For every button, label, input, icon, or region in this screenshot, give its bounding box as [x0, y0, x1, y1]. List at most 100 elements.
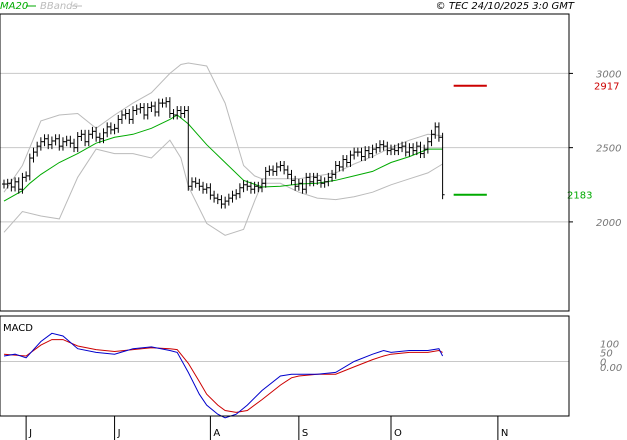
legend-bbands-label: BBands: [40, 1, 78, 12]
copyright-credit: © TEC 24/10/2025 3:0 GMT: [436, 1, 575, 12]
price-bar: [197, 178, 202, 191]
price-bar: [425, 137, 430, 154]
price-bar: [16, 177, 21, 194]
price-bar: [175, 106, 180, 120]
x-tick-label: S: [302, 428, 308, 439]
bbands-lower-line: [3, 139, 443, 236]
x-tick-label: J: [28, 428, 32, 439]
price-bar: [433, 122, 438, 139]
price-bar: [318, 175, 323, 188]
macd-title: MACD: [3, 323, 33, 334]
price-bar: [97, 132, 102, 144]
price-bar: [304, 172, 309, 194]
price-bar: [263, 166, 268, 188]
price-bar: [274, 162, 279, 176]
price-bar: [68, 135, 73, 148]
price-bar: [341, 155, 346, 172]
price-bar: [271, 165, 276, 176]
price-bar: [105, 122, 110, 138]
price-bar: [90, 126, 95, 139]
ma20-series-line: [3, 114, 443, 202]
price-bar: [333, 161, 338, 179]
price-bar: [322, 177, 327, 188]
price-bar: [212, 190, 217, 203]
price-bar: [13, 177, 18, 192]
price-bar: [160, 98, 165, 108]
macd-y-tick-label: 0.00: [600, 363, 622, 374]
price-bar: [138, 103, 143, 114]
price-bar: [241, 180, 246, 193]
price-bar: [422, 144, 427, 159]
price-bar: [46, 134, 51, 150]
price-bar: [330, 169, 335, 182]
price-bar: [49, 136, 54, 150]
legend-ma20-label: MA20: [0, 1, 28, 12]
price-bar: [167, 97, 172, 118]
price-bar: [42, 134, 47, 147]
price-bar: [418, 141, 423, 159]
resistance-level-label: 2917: [594, 82, 619, 93]
x-tick-label: J: [117, 428, 121, 439]
price-bar: [400, 141, 405, 153]
price-bar: [289, 169, 294, 185]
price-bar: [108, 122, 113, 135]
price-bar: [440, 132, 445, 200]
price-bar: [403, 141, 408, 157]
price-bar: [171, 109, 176, 120]
price-bar: [285, 165, 290, 179]
price-bar: [164, 97, 169, 108]
price-bar: [145, 103, 150, 120]
price-bar: [208, 183, 213, 200]
price-gridlines: [0, 72, 569, 223]
price-bar: [374, 143, 379, 154]
price-levels: 2917 2183: [453, 82, 619, 202]
price-bar: [149, 101, 154, 113]
price-bar: [186, 106, 191, 191]
x-tick-label: N: [501, 428, 508, 439]
price-bar: [436, 122, 441, 142]
price-bar: [86, 129, 91, 147]
price-bar: [9, 178, 14, 192]
price-bar: [278, 161, 283, 172]
macd-y-tick-label: 50: [600, 348, 613, 359]
price-panel-frame: [0, 13, 570, 312]
macd-panel-frame: [0, 315, 570, 417]
price-bar: [116, 114, 121, 133]
price-bar: [79, 129, 84, 141]
price-bar: [392, 144, 397, 156]
price-bar: [156, 98, 161, 117]
support-level-label: 2183: [567, 191, 592, 202]
price-bar: [348, 150, 353, 167]
price-y-axis: 2000 2500 3000: [569, 69, 621, 229]
price-bar: [72, 138, 77, 153]
price-bar: [248, 181, 253, 194]
price-bar: [20, 172, 25, 194]
price-bar: [293, 175, 298, 191]
macd-y-tick-label: 0: [600, 357, 606, 368]
price-bar: [429, 129, 434, 147]
price-bar: [337, 161, 342, 172]
price-bar: [31, 147, 36, 163]
x-tick-label: A: [213, 428, 220, 439]
price-bar: [24, 171, 29, 182]
price-bar: [75, 132, 80, 153]
price-bar: [182, 106, 187, 118]
price-bar: [64, 135, 69, 147]
price-bar: [119, 110, 124, 124]
price-bar: [363, 146, 368, 162]
price-bar: [230, 190, 235, 203]
price-bar: [296, 178, 301, 191]
price-bar: [189, 177, 194, 191]
price-bar: [252, 181, 257, 194]
price-bar: [53, 134, 58, 146]
price-bar: [123, 109, 128, 120]
price-bar: [94, 126, 99, 142]
price-bar: [201, 181, 206, 194]
price-bar: [245, 180, 250, 191]
price-bar: [2, 179, 6, 189]
price-bar: [178, 106, 183, 118]
price-bar: [142, 103, 147, 120]
